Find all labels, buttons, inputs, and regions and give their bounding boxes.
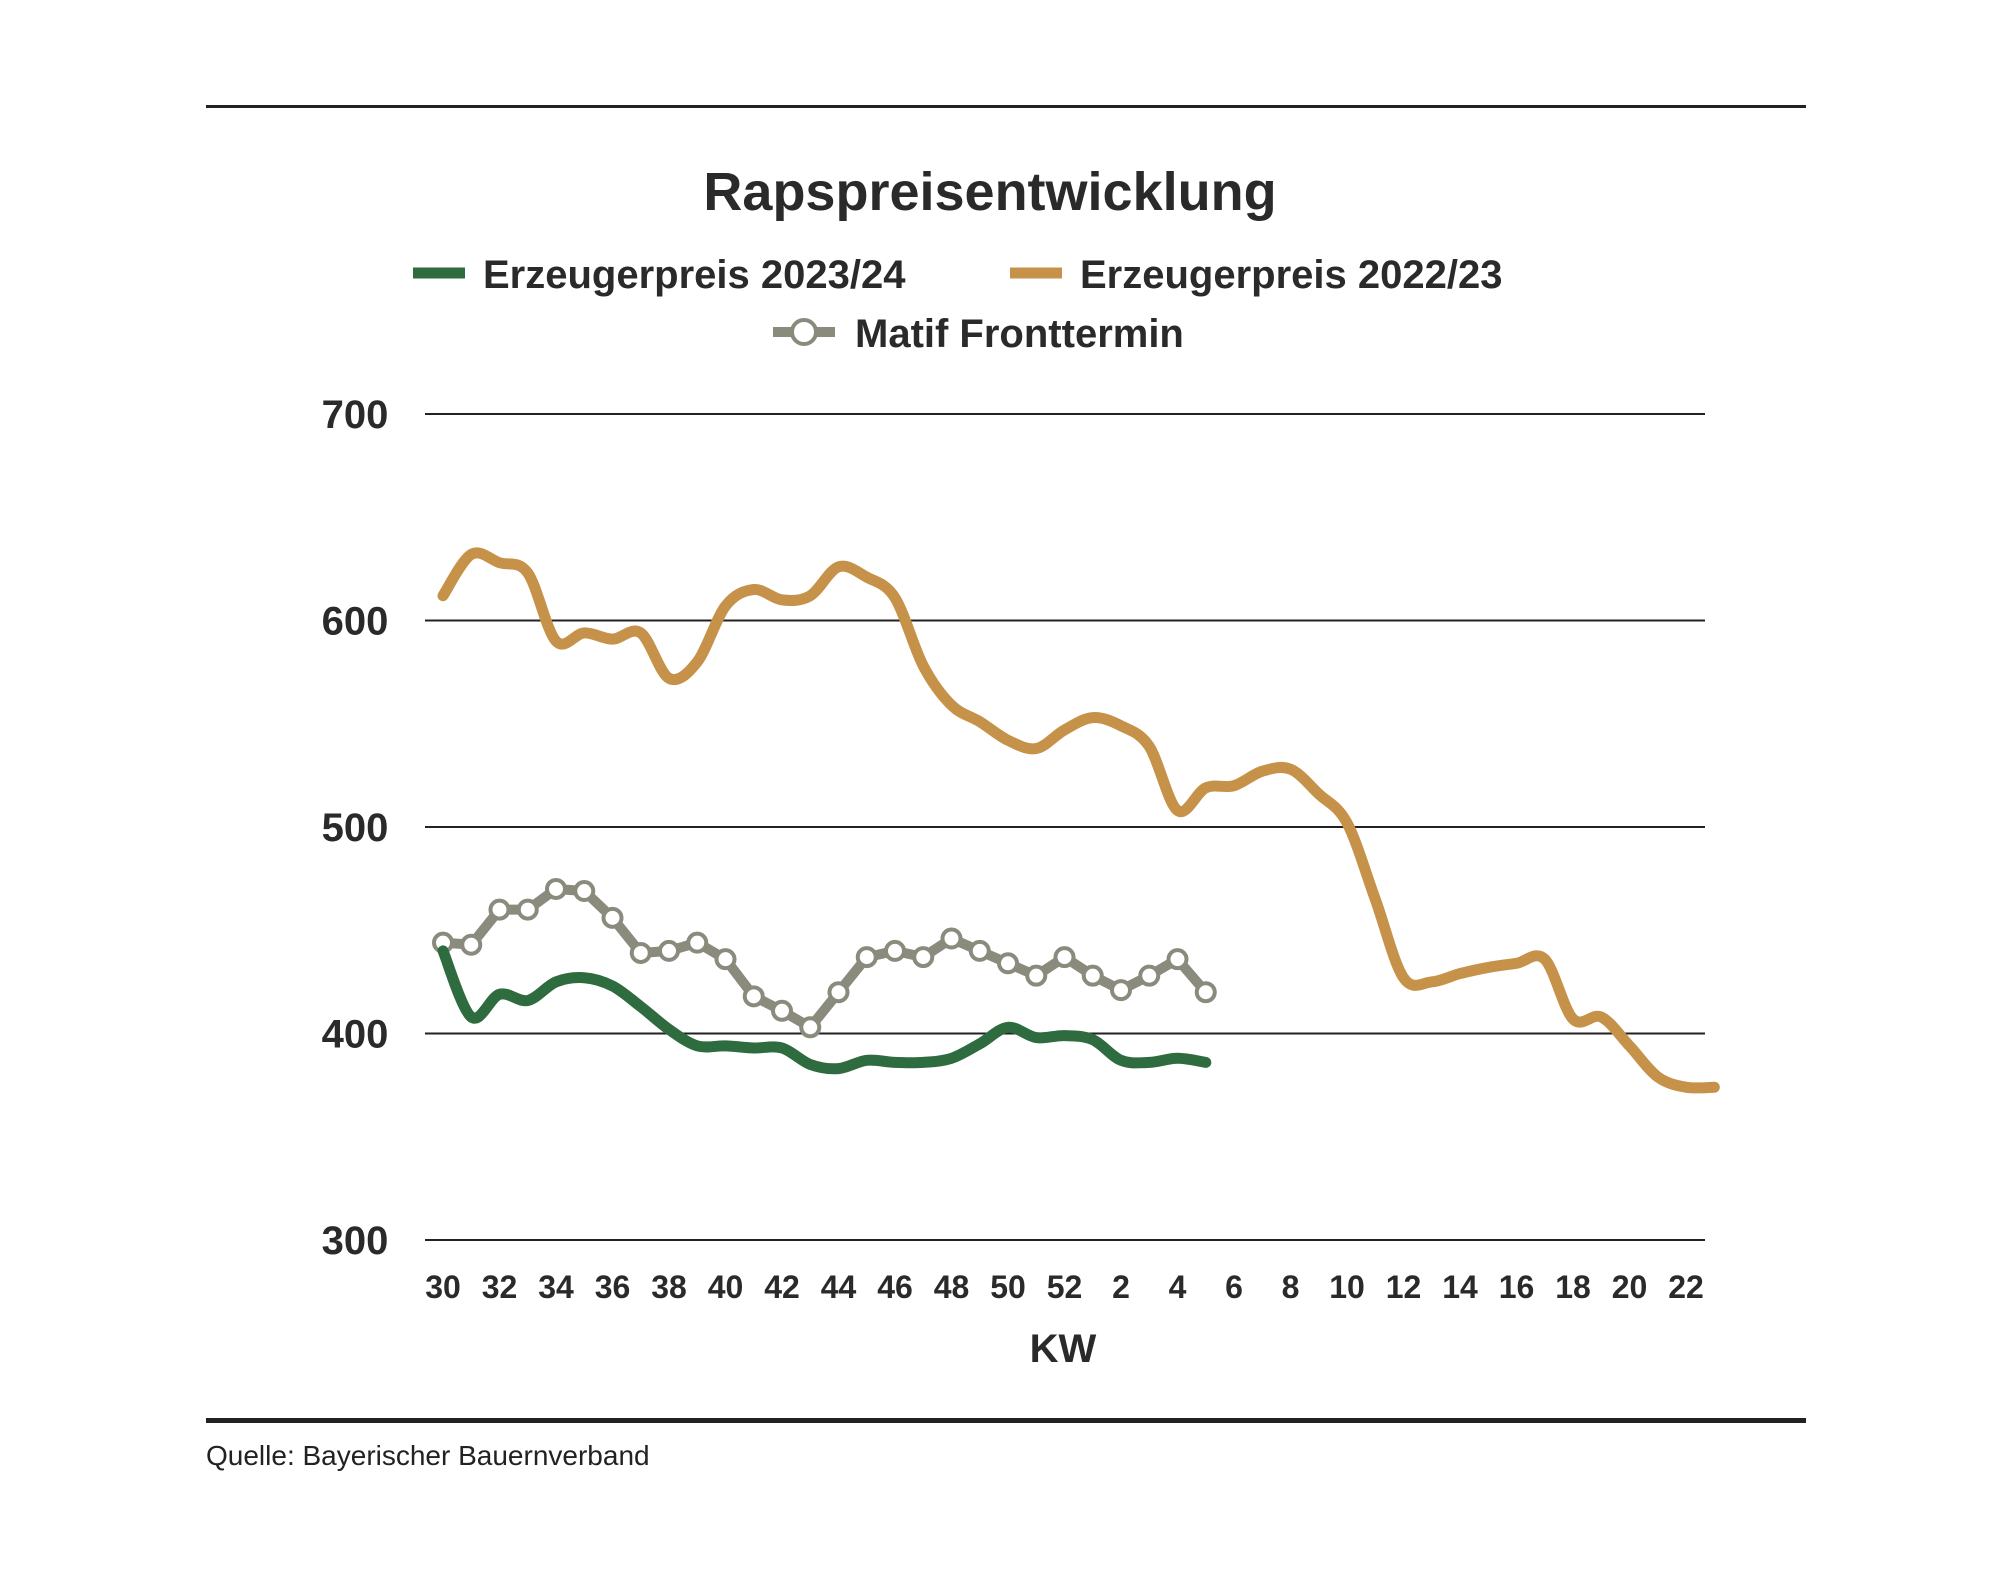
legend-item: Erzeugerpreis 2022/23	[1010, 253, 1502, 297]
x-tick-label: 42	[764, 1269, 800, 1305]
x-tick-label: 2	[1112, 1269, 1130, 1305]
y-tick-label: 300	[322, 1219, 389, 1263]
data-point	[940, 927, 963, 950]
legend-marker	[790, 318, 818, 346]
top-rule	[206, 105, 1806, 108]
data-point	[1081, 964, 1104, 987]
data-point	[1194, 981, 1217, 1004]
data-point	[573, 880, 596, 903]
legend-label: Erzeugerpreis 2023/24	[483, 253, 906, 297]
data-point	[460, 933, 483, 956]
data-point	[545, 877, 567, 900]
series-line	[437, 547, 1720, 1094]
data-point	[686, 931, 709, 954]
x-tick-label: 46	[877, 1269, 913, 1305]
data-point	[516, 898, 539, 921]
data-point	[601, 906, 624, 929]
x-tick-label: 16	[1499, 1269, 1535, 1305]
data-point	[1166, 948, 1189, 971]
data-point	[884, 939, 906, 962]
data-point	[658, 939, 680, 962]
x-axis-label: KW	[1030, 1327, 1097, 1371]
data-point	[771, 999, 793, 1022]
data-point	[1053, 946, 1076, 969]
x-tick-label: 8	[1282, 1269, 1300, 1305]
x-tick-label: 48	[934, 1269, 970, 1305]
series-2	[432, 877, 1217, 1039]
data-point	[968, 939, 991, 962]
x-tick-label: 22	[1668, 1269, 1704, 1305]
data-point	[629, 941, 652, 964]
data-point	[488, 898, 511, 921]
data-point	[799, 1016, 822, 1039]
x-tick-label: 14	[1442, 1269, 1478, 1305]
y-tick-label: 700	[322, 393, 389, 437]
series-0	[437, 945, 1212, 1075]
x-tick-label: 4	[1169, 1269, 1187, 1305]
data-point	[912, 946, 935, 969]
x-tick-label: 6	[1225, 1269, 1243, 1305]
gridlines	[425, 413, 1705, 1241]
series-1	[437, 547, 1720, 1094]
x-tick-label: 44	[821, 1269, 857, 1305]
x-tick-label: 20	[1612, 1269, 1648, 1305]
data-point	[855, 946, 878, 969]
data-point	[1138, 964, 1161, 987]
y-axis-ticks: 300 400 500 600 700	[322, 393, 389, 1263]
data-point	[997, 952, 1019, 975]
x-tick-label: 34	[538, 1269, 574, 1305]
legend-label: Erzeugerpreis 2022/23	[1080, 253, 1502, 297]
legend-item: Erzeugerpreis 2023/24	[413, 253, 906, 297]
bottom-rule	[206, 1418, 1806, 1423]
series-line	[437, 945, 1212, 1075]
x-tick-label: 52	[1047, 1269, 1083, 1305]
series-lines	[432, 547, 1720, 1094]
series-line	[442, 884, 1210, 1033]
x-tick-label: 36	[595, 1269, 631, 1305]
x-tick-label: 50	[990, 1269, 1026, 1305]
legend-item: Matif Fronttermin	[773, 312, 1184, 356]
data-point	[1110, 979, 1132, 1002]
x-tick-label: 30	[425, 1269, 461, 1305]
y-tick-label: 400	[322, 1013, 389, 1057]
chart-title: Rapspreisentwicklung	[703, 162, 1276, 222]
legend: Erzeugerpreis 2023/24 Erzeugerpreis 2022/…	[413, 253, 1502, 356]
y-tick-label: 600	[322, 600, 389, 644]
data-point	[827, 981, 850, 1004]
x-axis-ticks: 30 32 34 36 38 40 42 44 46 48 50 52 2 4 6 8 10 12 14 16 18 20…	[425, 1269, 1704, 1305]
x-tick-label: 40	[708, 1269, 744, 1305]
x-tick-label: 38	[651, 1269, 687, 1305]
x-tick-label: 32	[482, 1269, 518, 1305]
data-point	[1025, 964, 1048, 987]
legend-label: Matif Fronttermin	[855, 312, 1184, 356]
source-note: Quelle: Bayerischer Bauernverband	[206, 1440, 650, 1471]
y-tick-label: 500	[322, 806, 389, 850]
data-point	[742, 985, 765, 1008]
x-tick-label: 18	[1555, 1269, 1591, 1305]
x-tick-label: 10	[1329, 1269, 1365, 1305]
data-point	[714, 948, 737, 971]
x-tick-label: 12	[1386, 1269, 1422, 1305]
